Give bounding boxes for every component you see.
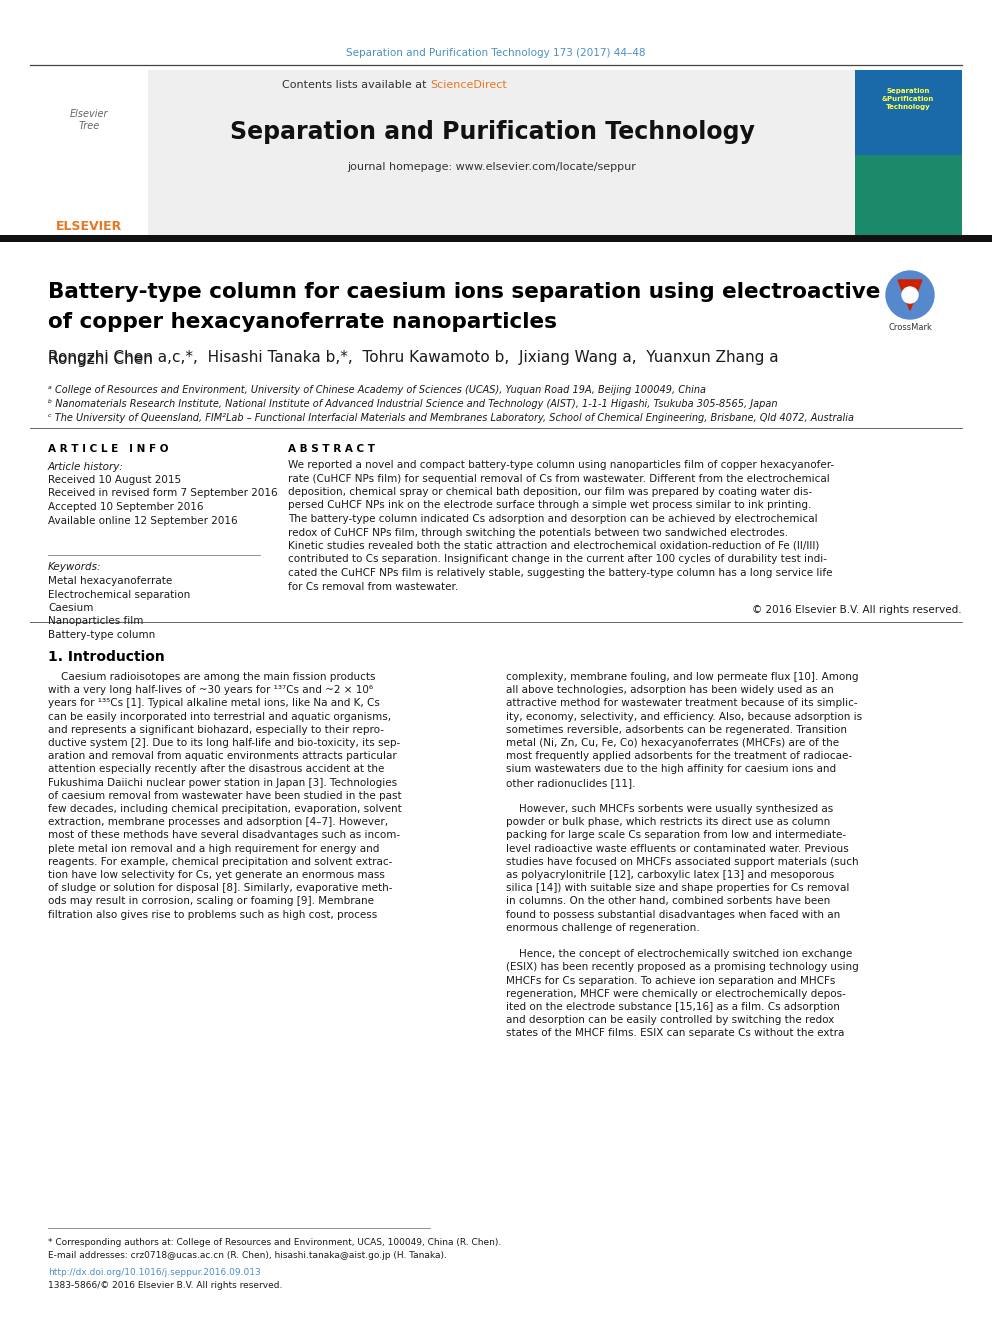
Text: Separation and Purification Technology: Separation and Purification Technology bbox=[229, 120, 755, 144]
Text: with a very long half-lives of ~30 years for ¹³⁷Cs and ~2 × 10⁶: with a very long half-lives of ~30 years… bbox=[48, 685, 373, 695]
Text: plete metal ion removal and a high requirement for energy and: plete metal ion removal and a high requi… bbox=[48, 844, 379, 853]
Text: can be easily incorporated into terrestrial and aquatic organisms,: can be easily incorporated into terrestr… bbox=[48, 712, 391, 721]
Text: ductive system [2]. Due to its long half-life and bio-toxicity, its sep-: ductive system [2]. Due to its long half… bbox=[48, 738, 400, 747]
Text: all above technologies, adsorption has been widely used as an: all above technologies, adsorption has b… bbox=[506, 685, 833, 695]
Text: ᵇ Nanomaterials Research Institute, National Institute of Advanced Industrial Sc: ᵇ Nanomaterials Research Institute, Nati… bbox=[48, 400, 778, 409]
Text: as polyacrylonitrile [12], carboxylic latex [13] and mesoporous: as polyacrylonitrile [12], carboxylic la… bbox=[506, 871, 834, 880]
Text: Received in revised form 7 September 2016: Received in revised form 7 September 201… bbox=[48, 488, 278, 499]
Text: contributed to Cs separation. Insignificant change in the current after 100 cycl: contributed to Cs separation. Insignific… bbox=[288, 554, 827, 565]
Text: level radioactive waste effluents or contaminated water. Previous: level radioactive waste effluents or con… bbox=[506, 844, 849, 853]
Text: and represents a significant biohazard, especially to their repro-: and represents a significant biohazard, … bbox=[48, 725, 384, 734]
Text: filtration also gives rise to problems such as high cost, process: filtration also gives rise to problems s… bbox=[48, 910, 377, 919]
Text: of copper hexacyanoferrate nanoparticles: of copper hexacyanoferrate nanoparticles bbox=[48, 312, 557, 332]
Polygon shape bbox=[898, 280, 922, 310]
Text: Metal hexacyanoferrate: Metal hexacyanoferrate bbox=[48, 576, 173, 586]
Text: attractive method for wastewater treatment because of its simplic-: attractive method for wastewater treatme… bbox=[506, 699, 858, 708]
Text: deposition, chemical spray or chemical bath deposition, our film was prepared by: deposition, chemical spray or chemical b… bbox=[288, 487, 812, 497]
Text: CrossMark: CrossMark bbox=[888, 323, 931, 332]
Text: metal (Ni, Zn, Cu, Fe, Co) hexacyanoferrates (MHCFs) are of the: metal (Ni, Zn, Cu, Fe, Co) hexacyanoferr… bbox=[506, 738, 839, 747]
Text: Keywords:: Keywords: bbox=[48, 562, 101, 572]
Text: and desorption can be easily controlled by switching the redox: and desorption can be easily controlled … bbox=[506, 1015, 834, 1025]
Text: http://dx.doi.org/10.1016/j.seppur.2016.09.013: http://dx.doi.org/10.1016/j.seppur.2016.… bbox=[48, 1267, 261, 1277]
Text: for Cs removal from wastewater.: for Cs removal from wastewater. bbox=[288, 582, 458, 591]
Text: Article history:: Article history: bbox=[48, 462, 124, 472]
Text: attention especially recently after the disastrous accident at the: attention especially recently after the … bbox=[48, 765, 384, 774]
Text: cated the CuHCF NPs film is relatively stable, suggesting the battery-type colum: cated the CuHCF NPs film is relatively s… bbox=[288, 568, 832, 578]
Text: Fukushima Daiichi nuclear power station in Japan [3]. Technologies: Fukushima Daiichi nuclear power station … bbox=[48, 778, 397, 787]
Text: studies have focused on MHCFs associated support materials (such: studies have focused on MHCFs associated… bbox=[506, 857, 859, 867]
Circle shape bbox=[886, 271, 934, 319]
Text: found to possess substantial disadvantages when faced with an: found to possess substantial disadvantag… bbox=[506, 910, 840, 919]
Text: ity, economy, selectivity, and efficiency. Also, because adsorption is: ity, economy, selectivity, and efficienc… bbox=[506, 712, 862, 721]
Text: Available online 12 September 2016: Available online 12 September 2016 bbox=[48, 516, 238, 525]
Text: However, such MHCFs sorbents were usually synthesized as: However, such MHCFs sorbents were usuall… bbox=[506, 804, 833, 814]
Text: powder or bulk phase, which restricts its direct use as column: powder or bulk phase, which restricts it… bbox=[506, 818, 830, 827]
Text: Elsevier
Tree: Elsevier Tree bbox=[69, 110, 108, 131]
Text: silica [14]) with suitable size and shape properties for Cs removal: silica [14]) with suitable size and shap… bbox=[506, 884, 849, 893]
Text: aration and removal from aquatic environments attracts particular: aration and removal from aquatic environ… bbox=[48, 751, 397, 761]
Text: journal homepage: www.elsevier.com/locate/seppur: journal homepage: www.elsevier.com/locat… bbox=[347, 161, 637, 172]
Text: years for ¹³⁵Cs [1]. Typical alkaline metal ions, like Na and K, Cs: years for ¹³⁵Cs [1]. Typical alkaline me… bbox=[48, 699, 380, 708]
Circle shape bbox=[902, 287, 918, 303]
FancyBboxPatch shape bbox=[0, 235, 992, 242]
Text: Electrochemical separation: Electrochemical separation bbox=[48, 590, 190, 599]
Text: ods may result in corrosion, scaling or foaming [9]. Membrane: ods may result in corrosion, scaling or … bbox=[48, 897, 374, 906]
Text: Contents lists available at: Contents lists available at bbox=[282, 79, 430, 90]
Text: (ESIX) has been recently proposed as a promising technology using: (ESIX) has been recently proposed as a p… bbox=[506, 962, 859, 972]
Text: Rongzhi Chen: Rongzhi Chen bbox=[48, 352, 158, 366]
Text: tion have low selectivity for Cs, yet generate an enormous mass: tion have low selectivity for Cs, yet ge… bbox=[48, 871, 385, 880]
Text: most of these methods have several disadvantages such as incom-: most of these methods have several disad… bbox=[48, 831, 400, 840]
Text: We reported a novel and compact battery-type column using nanoparticles film of : We reported a novel and compact battery-… bbox=[288, 460, 834, 470]
Text: redox of CuHCF NPs film, through switching the potentials between two sandwiched: redox of CuHCF NPs film, through switchi… bbox=[288, 528, 788, 537]
Text: Nanoparticles film: Nanoparticles film bbox=[48, 617, 144, 627]
Text: ᵃ College of Resources and Environment, University of Chinese Academy of Science: ᵃ College of Resources and Environment, … bbox=[48, 385, 706, 396]
Text: Rongzhi Chen a,c,*,  Hisashi Tanaka b,*,  Tohru Kawamoto b,  Jixiang Wang a,  Yu: Rongzhi Chen a,c,*, Hisashi Tanaka b,*, … bbox=[48, 351, 779, 365]
Text: sium wastewaters due to the high affinity for caesium ions and: sium wastewaters due to the high affinit… bbox=[506, 765, 836, 774]
Text: Battery-type column: Battery-type column bbox=[48, 630, 156, 640]
Text: ᶜ The University of Queensland, FIM²Lab – Functional Interfacial Materials and M: ᶜ The University of Queensland, FIM²Lab … bbox=[48, 413, 854, 423]
Text: rate (CuHCF NPs film) for sequential removal of Cs from wastewater. Different fr: rate (CuHCF NPs film) for sequential rem… bbox=[288, 474, 829, 483]
Text: of sludge or solution for disposal [8]. Similarly, evaporative meth-: of sludge or solution for disposal [8]. … bbox=[48, 884, 393, 893]
FancyBboxPatch shape bbox=[855, 155, 962, 235]
Text: Kinetic studies revealed both the static attraction and electrochemical oxidatio: Kinetic studies revealed both the static… bbox=[288, 541, 819, 550]
Text: packing for large scale Cs separation from low and intermediate-: packing for large scale Cs separation fr… bbox=[506, 831, 846, 840]
Text: enormous challenge of regeneration.: enormous challenge of regeneration. bbox=[506, 923, 699, 933]
Text: few decades, including chemical precipitation, evaporation, solvent: few decades, including chemical precipit… bbox=[48, 804, 402, 814]
Text: Separation
&Purification
Technology: Separation &Purification Technology bbox=[882, 89, 934, 110]
Text: The battery-type column indicated Cs adsorption and desorption can be achieved b: The battery-type column indicated Cs ads… bbox=[288, 515, 817, 524]
Text: states of the MHCF films. ESIX can separate Cs without the extra: states of the MHCF films. ESIX can separ… bbox=[506, 1028, 844, 1039]
Text: of caesium removal from wastewater have been studied in the past: of caesium removal from wastewater have … bbox=[48, 791, 402, 800]
Text: extraction, membrane processes and adsorption [4–7]. However,: extraction, membrane processes and adsor… bbox=[48, 818, 388, 827]
Text: ScienceDirect: ScienceDirect bbox=[430, 79, 507, 90]
Text: Caesium radioisotopes are among the main fission products: Caesium radioisotopes are among the main… bbox=[48, 672, 376, 681]
FancyBboxPatch shape bbox=[855, 70, 962, 235]
Text: ELSEVIER: ELSEVIER bbox=[56, 220, 122, 233]
Text: sometimes reversible, adsorbents can be regenerated. Transition: sometimes reversible, adsorbents can be … bbox=[506, 725, 847, 734]
Text: Received 10 August 2015: Received 10 August 2015 bbox=[48, 475, 182, 486]
Text: ited on the electrode substance [15,16] as a film. Cs adsorption: ited on the electrode substance [15,16] … bbox=[506, 1002, 840, 1012]
Text: E-mail addresses: crz0718@ucas.ac.cn (R. Chen), hisashi.tanaka@aist.go.jp (H. Ta: E-mail addresses: crz0718@ucas.ac.cn (R.… bbox=[48, 1252, 446, 1259]
Text: A B S T R A C T: A B S T R A C T bbox=[288, 445, 375, 454]
Text: reagents. For example, chemical precipitation and solvent extrac-: reagents. For example, chemical precipit… bbox=[48, 857, 393, 867]
Text: Accepted 10 September 2016: Accepted 10 September 2016 bbox=[48, 501, 203, 512]
Text: Separation and Purification Technology 173 (2017) 44–48: Separation and Purification Technology 1… bbox=[346, 48, 646, 58]
Text: regeneration, MHCF were chemically or electrochemically depos-: regeneration, MHCF were chemically or el… bbox=[506, 988, 846, 999]
FancyBboxPatch shape bbox=[30, 70, 148, 235]
Text: other radionuclides [11].: other radionuclides [11]. bbox=[506, 778, 636, 787]
Text: persed CuHCF NPs ink on the electrode surface through a simple wet process simil: persed CuHCF NPs ink on the electrode su… bbox=[288, 500, 811, 511]
Text: 1383-5866/© 2016 Elsevier B.V. All rights reserved.: 1383-5866/© 2016 Elsevier B.V. All right… bbox=[48, 1281, 283, 1290]
Text: Hence, the concept of electrochemically switched ion exchange: Hence, the concept of electrochemically … bbox=[506, 949, 852, 959]
Text: Battery-type column for caesium ions separation using electroactive film: Battery-type column for caesium ions sep… bbox=[48, 282, 934, 302]
Text: MHCFs for Cs separation. To achieve ion separation and MHCFs: MHCFs for Cs separation. To achieve ion … bbox=[506, 975, 835, 986]
Text: 1. Introduction: 1. Introduction bbox=[48, 650, 165, 664]
Text: A R T I C L E   I N F O: A R T I C L E I N F O bbox=[48, 445, 169, 454]
Text: * Corresponding authors at: College of Resources and Environment, UCAS, 100049, : * Corresponding authors at: College of R… bbox=[48, 1238, 501, 1248]
Text: in columns. On the other hand, combined sorbents have been: in columns. On the other hand, combined … bbox=[506, 897, 830, 906]
Text: Caesium: Caesium bbox=[48, 603, 93, 613]
FancyBboxPatch shape bbox=[30, 70, 855, 235]
Text: © 2016 Elsevier B.V. All rights reserved.: © 2016 Elsevier B.V. All rights reserved… bbox=[752, 605, 962, 615]
Text: complexity, membrane fouling, and low permeate flux [10]. Among: complexity, membrane fouling, and low pe… bbox=[506, 672, 858, 681]
Text: most frequently applied adsorbents for the treatment of radiocae-: most frequently applied adsorbents for t… bbox=[506, 751, 852, 761]
